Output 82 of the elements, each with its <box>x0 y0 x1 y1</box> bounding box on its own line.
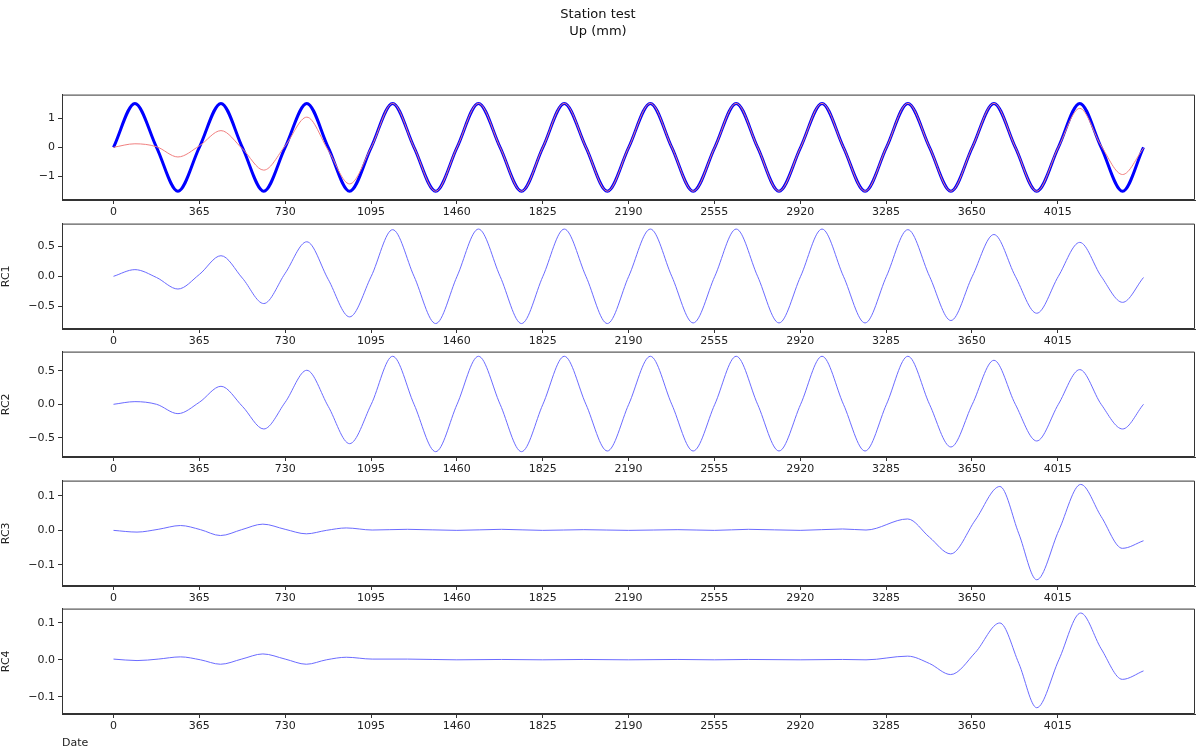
x-tick-label: 2920 <box>786 205 815 219</box>
x-tick-label: 365 <box>188 205 210 219</box>
x-tick-label: 1825 <box>528 719 557 733</box>
x-tick-label: 1825 <box>528 205 557 219</box>
y-tick-label: −0.1 <box>28 557 55 571</box>
y-tick-label: −0.5 <box>28 430 55 444</box>
y-tick-label: −1 <box>38 169 55 183</box>
x-tick-label: 730 <box>274 590 296 604</box>
x-tick-label: 2920 <box>786 719 815 733</box>
y-axis-title: RC2 <box>0 393 13 416</box>
x-tick-label: 3650 <box>957 333 986 347</box>
x-tick-label: 730 <box>274 719 296 733</box>
x-tick-label: 1825 <box>528 462 557 476</box>
y-tick-label: 0 <box>48 140 55 154</box>
x-tick-label: 3285 <box>872 462 900 476</box>
x-tick-label: 2190 <box>614 719 643 733</box>
x-tick-label: 4015 <box>1043 719 1072 733</box>
x-tick-label: 2555 <box>700 590 729 604</box>
x-tick-label: 1095 <box>357 719 385 733</box>
x-tick-label: 3285 <box>872 590 900 604</box>
x-tick-label: 2555 <box>700 205 729 219</box>
x-tick-label: 2920 <box>786 462 815 476</box>
y-tick-label: 0.1 <box>37 488 55 502</box>
x-tick-label: 2920 <box>786 590 815 604</box>
x-tick-label: 1460 <box>442 333 471 347</box>
x-tick-label: 730 <box>274 205 296 219</box>
x-tick-label: 3650 <box>957 719 986 733</box>
y-axis-title: RC4 <box>0 650 13 673</box>
x-tick-label: 4015 <box>1043 462 1072 476</box>
chart-title: Station test <box>559 6 637 21</box>
x-tick-label: 365 <box>188 333 210 347</box>
x-tick-label: 3285 <box>872 205 900 219</box>
x-tick-label: 2555 <box>700 333 729 347</box>
y-tick-label: 0.0 <box>37 522 55 536</box>
x-tick-label: 1095 <box>357 462 385 476</box>
chart-subtitle: Up (mm) <box>568 23 628 38</box>
y-tick-label: 0.1 <box>37 615 55 629</box>
y-tick-label: 0.0 <box>37 268 55 282</box>
y-tick-label: 0.0 <box>37 397 55 411</box>
x-tick-label: 365 <box>188 590 210 604</box>
y-tick-label: 0.5 <box>37 238 55 252</box>
x-tick-label: 1825 <box>528 333 557 347</box>
x-tick-label: 1460 <box>442 719 471 733</box>
x-tick-label: 3650 <box>957 462 986 476</box>
x-tick-label: 0 <box>110 333 117 347</box>
y-tick-label: −0.1 <box>28 689 55 703</box>
x-tick-label: 1460 <box>442 462 471 476</box>
x-tick-label: 0 <box>110 205 117 219</box>
y-axis-title: RC1 <box>0 264 13 287</box>
x-tick-label: 3285 <box>872 719 900 733</box>
y-tick-label: 0.0 <box>37 652 55 666</box>
x-tick-label: 0 <box>110 462 117 476</box>
x-tick-label: 1460 <box>442 205 471 219</box>
x-tick-label: 2190 <box>614 205 643 219</box>
x-tick-label: 1460 <box>442 590 471 604</box>
x-tick-label: 2555 <box>700 719 729 733</box>
x-tick-label: 1095 <box>357 205 385 219</box>
x-tick-label: 365 <box>188 462 210 476</box>
x-tick-label: 730 <box>274 333 296 347</box>
x-tick-label: 3650 <box>957 205 986 219</box>
x-tick-label: 2190 <box>614 590 643 604</box>
x-tick-label: 4015 <box>1043 333 1072 347</box>
x-tick-label: 2190 <box>614 333 643 347</box>
x-tick-label: 0 <box>110 719 117 733</box>
x-tick-label: 3650 <box>957 590 986 604</box>
x-tick-label: 2920 <box>786 333 815 347</box>
y-tick-label: 0.5 <box>37 363 55 377</box>
x-tick-label: 3285 <box>872 333 900 347</box>
y-axis-title: RC3 <box>0 521 13 544</box>
x-tick-label: 730 <box>274 462 296 476</box>
x-tick-label: 0 <box>110 590 117 604</box>
x-tick-label: 4015 <box>1043 590 1072 604</box>
y-tick-label: 1 <box>48 110 55 124</box>
x-tick-label: 4015 <box>1043 205 1072 219</box>
x-tick-label: 365 <box>188 719 210 733</box>
x-tick-label: 2555 <box>700 462 729 476</box>
x-tick-label: 1095 <box>357 590 385 604</box>
x-tick-label: 2190 <box>614 462 643 476</box>
x-tick-label: 1825 <box>528 590 557 604</box>
x-tick-label: 1095 <box>357 333 385 347</box>
y-tick-label: −0.5 <box>28 298 55 312</box>
x-axis-title: Date <box>62 736 89 749</box>
